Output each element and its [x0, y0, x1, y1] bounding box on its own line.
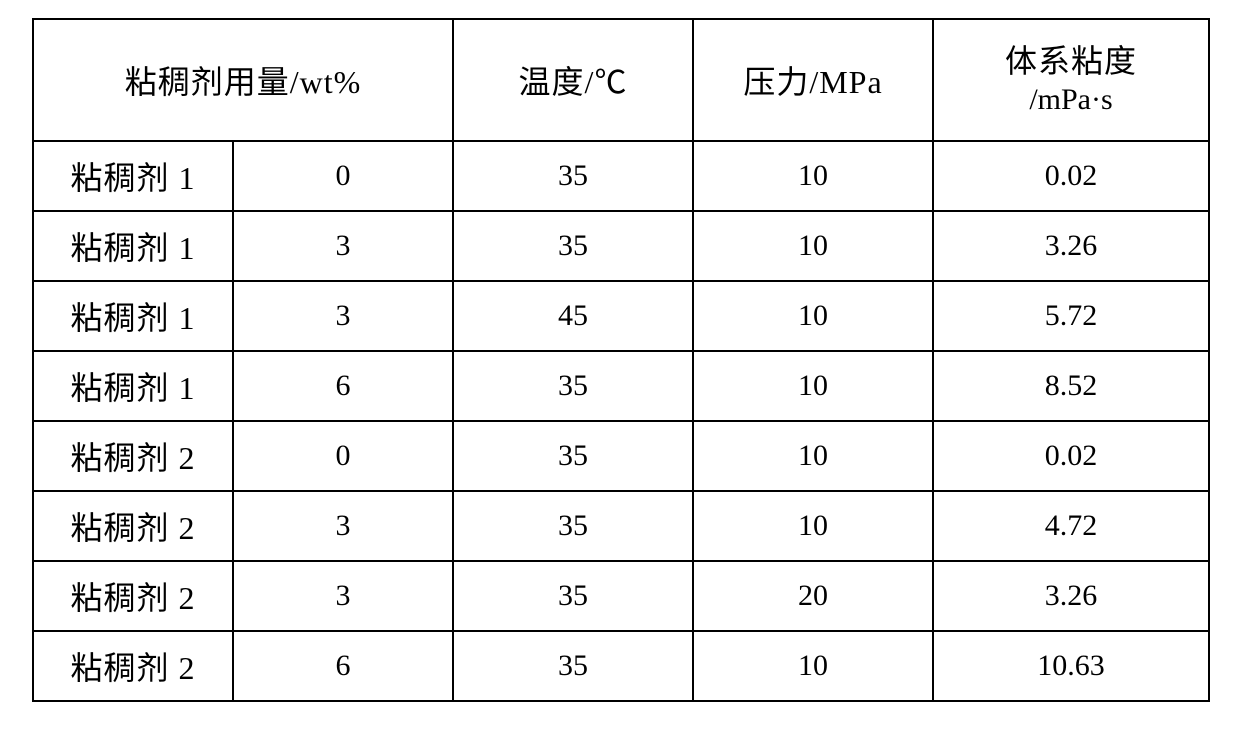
cell-temp: 35: [453, 631, 693, 701]
col-header-pressure-label: 压力/MPa: [743, 64, 882, 100]
table-row: 粘稠剂 2 0 35 10 0.02: [33, 421, 1209, 491]
table-row: 粘稠剂 2 3 35 10 4.72: [33, 491, 1209, 561]
cell-amount: 3: [233, 491, 453, 561]
col-header-viscosity-label: 体系粘度 /mPa·s: [934, 41, 1208, 119]
cell-amount: 0: [233, 421, 453, 491]
cell-agent: 粘稠剂 1: [33, 141, 233, 211]
cell-viscosity: 8.52: [933, 351, 1209, 421]
cell-temp: 35: [453, 491, 693, 561]
table-row: 粘稠剂 2 6 35 10 10.63: [33, 631, 1209, 701]
cell-agent: 粘稠剂 1: [33, 351, 233, 421]
cell-temp: 35: [453, 211, 693, 281]
cell-agent: 粘稠剂 1: [33, 211, 233, 281]
cell-viscosity: 0.02: [933, 141, 1209, 211]
cell-agent: 粘稠剂 2: [33, 561, 233, 631]
cell-agent: 粘稠剂 2: [33, 631, 233, 701]
cell-viscosity: 10.63: [933, 631, 1209, 701]
cell-temp: 45: [453, 281, 693, 351]
cell-pressure: 10: [693, 631, 933, 701]
cell-agent: 粘稠剂 2: [33, 421, 233, 491]
cell-pressure: 10: [693, 281, 933, 351]
table-row: 粘稠剂 2 3 35 20 3.26: [33, 561, 1209, 631]
cell-temp: 35: [453, 141, 693, 211]
cell-viscosity: 5.72: [933, 281, 1209, 351]
cell-agent: 粘稠剂 1: [33, 281, 233, 351]
cell-pressure: 10: [693, 421, 933, 491]
cell-amount: 0: [233, 141, 453, 211]
cell-viscosity: 3.26: [933, 561, 1209, 631]
viscosity-table: 粘稠剂用量/wt% 温度/℃ 压力/MPa 体系粘度 /mPa·s 粘稠剂 1: [32, 18, 1210, 702]
col-header-agent-amount-label: 粘稠剂用量/wt%: [125, 64, 362, 100]
cell-amount: 6: [233, 351, 453, 421]
cell-amount: 3: [233, 281, 453, 351]
col-header-agent-amount: 粘稠剂用量/wt%: [33, 19, 453, 141]
cell-agent: 粘稠剂 2: [33, 491, 233, 561]
col-header-pressure: 压力/MPa: [693, 19, 933, 141]
cell-temp: 35: [453, 421, 693, 491]
table-header-row: 粘稠剂用量/wt% 温度/℃ 压力/MPa 体系粘度 /mPa·s: [33, 19, 1209, 141]
col-header-viscosity-line2: /mPa·s: [934, 81, 1208, 119]
cell-temp: 35: [453, 351, 693, 421]
cell-viscosity: 3.26: [933, 211, 1209, 281]
cell-viscosity: 4.72: [933, 491, 1209, 561]
cell-pressure: 20: [693, 561, 933, 631]
cell-pressure: 10: [693, 491, 933, 561]
cell-viscosity: 0.02: [933, 421, 1209, 491]
table-row: 粘稠剂 1 3 35 10 3.26: [33, 211, 1209, 281]
cell-temp: 35: [453, 561, 693, 631]
col-header-viscosity-line1: 体系粘度: [934, 41, 1208, 81]
col-header-temperature: 温度/℃: [453, 19, 693, 141]
cell-amount: 6: [233, 631, 453, 701]
cell-pressure: 10: [693, 211, 933, 281]
col-header-temperature-label: 温度/℃: [519, 64, 628, 100]
table-row: 粘稠剂 1 0 35 10 0.02: [33, 141, 1209, 211]
col-header-viscosity: 体系粘度 /mPa·s: [933, 19, 1209, 141]
cell-amount: 3: [233, 561, 453, 631]
cell-amount: 3: [233, 211, 453, 281]
table-row: 粘稠剂 1 6 35 10 8.52: [33, 351, 1209, 421]
table-row: 粘稠剂 1 3 45 10 5.72: [33, 281, 1209, 351]
cell-pressure: 10: [693, 351, 933, 421]
cell-pressure: 10: [693, 141, 933, 211]
